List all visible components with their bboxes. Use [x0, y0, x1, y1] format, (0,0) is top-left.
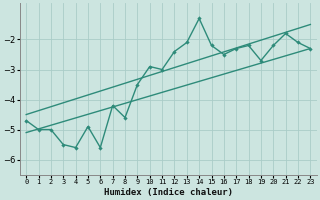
X-axis label: Humidex (Indice chaleur): Humidex (Indice chaleur) [104, 188, 233, 197]
